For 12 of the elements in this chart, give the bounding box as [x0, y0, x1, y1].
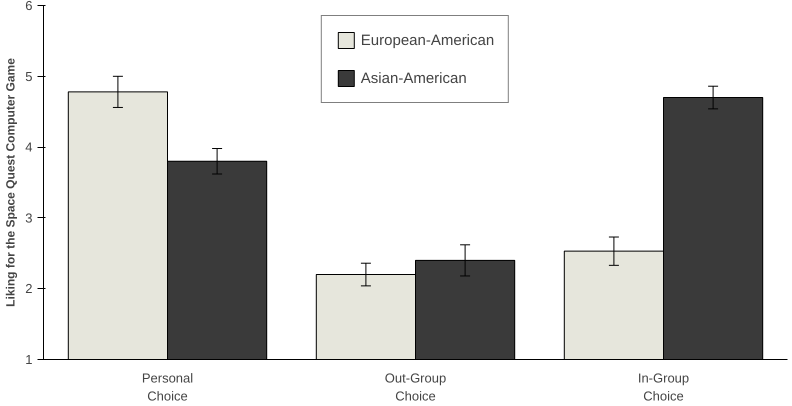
- y-tick-label: 3: [25, 210, 33, 226]
- legend-label: European-American: [360, 32, 494, 48]
- legend-label: Asian-American: [360, 70, 467, 86]
- y-axis-title: Liking for the Space Quest Computer Game: [3, 58, 18, 307]
- y-tick-label: 4: [25, 140, 33, 155]
- x-tick-label: Personal Choice: [142, 370, 194, 404]
- y-tick-label: 5: [25, 68, 33, 84]
- x-tick-label: In-Group Choice: [638, 370, 690, 404]
- y-tick-label: 1: [25, 352, 33, 367]
- y-tick-label: 6: [25, 0, 33, 13]
- y-tick-label: 2: [25, 281, 33, 296]
- x-tick-label: Out-Group Choice: [384, 370, 446, 404]
